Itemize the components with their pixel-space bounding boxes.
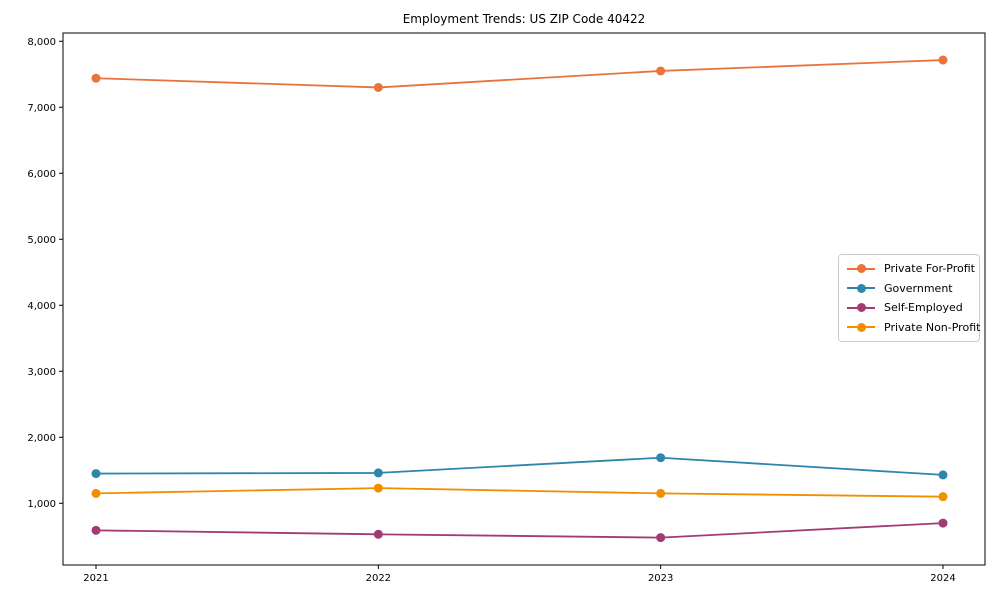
legend: Private For-Profit Government Self-Employe…: [838, 254, 980, 342]
legend-marker-icon: [847, 264, 875, 274]
legend-marker-icon: [847, 283, 875, 293]
y-tick-label: 8,000: [27, 37, 56, 48]
series-line-government: [95, 456, 944, 476]
x-tick-label: 2022: [366, 573, 391, 584]
legend-entry: Government: [847, 279, 973, 299]
data-point-government: [938, 470, 948, 480]
series-line-private-non-profit: [95, 487, 944, 498]
y-tick-label: 4,000: [27, 301, 56, 312]
data-point-private-non-profit: [938, 492, 948, 502]
data-point-self-employed: [373, 529, 383, 539]
data-point-private-for-profit: [373, 82, 383, 92]
legend-entry: Private For-Profit: [847, 259, 975, 279]
series-line-self-employed: [95, 522, 944, 539]
x-tick-label: 2021: [83, 573, 108, 584]
y-tick-label: 2,000: [27, 433, 56, 444]
chart-title: Employment Trends: US ZIP Code 40422: [402, 12, 646, 26]
legend-label: Private Non-Profit: [884, 320, 981, 334]
x-tick-label: 2023: [648, 573, 673, 584]
y-tick-label: 3,000: [27, 367, 56, 378]
y-tick-label: 7,000: [27, 103, 56, 114]
legend-entry: Self-Employed: [847, 298, 973, 318]
x-tick-label: 2024: [930, 573, 955, 584]
data-point-government: [91, 469, 101, 479]
data-point-private-non-profit: [373, 483, 383, 493]
legend-marker-icon: [847, 322, 875, 332]
y-tick-label: 6,000: [27, 169, 56, 180]
data-point-private-for-profit: [91, 73, 101, 83]
legend-label: Private For-Profit: [884, 262, 975, 276]
legend-entry: Private Non-Profit: [847, 318, 980, 338]
data-point-private-non-profit: [91, 488, 101, 498]
data-point-private-non-profit: [656, 488, 666, 498]
plot-border: [62, 32, 986, 566]
y-tick-label: 5,000: [27, 235, 56, 246]
data-point-private-for-profit: [656, 66, 666, 76]
data-point-self-employed: [91, 525, 101, 535]
data-point-private-for-profit: [938, 55, 948, 65]
data-point-government: [373, 468, 383, 478]
series-line-private-for-profit: [95, 59, 944, 89]
legend-label: Self-Employed: [884, 301, 963, 315]
data-point-self-employed: [656, 533, 666, 543]
data-point-self-employed: [938, 518, 948, 528]
legend-label: Government: [884, 281, 953, 295]
y-tick-label: 1,000: [27, 499, 56, 510]
data-point-government: [656, 453, 666, 463]
legend-marker-icon: [847, 303, 875, 313]
